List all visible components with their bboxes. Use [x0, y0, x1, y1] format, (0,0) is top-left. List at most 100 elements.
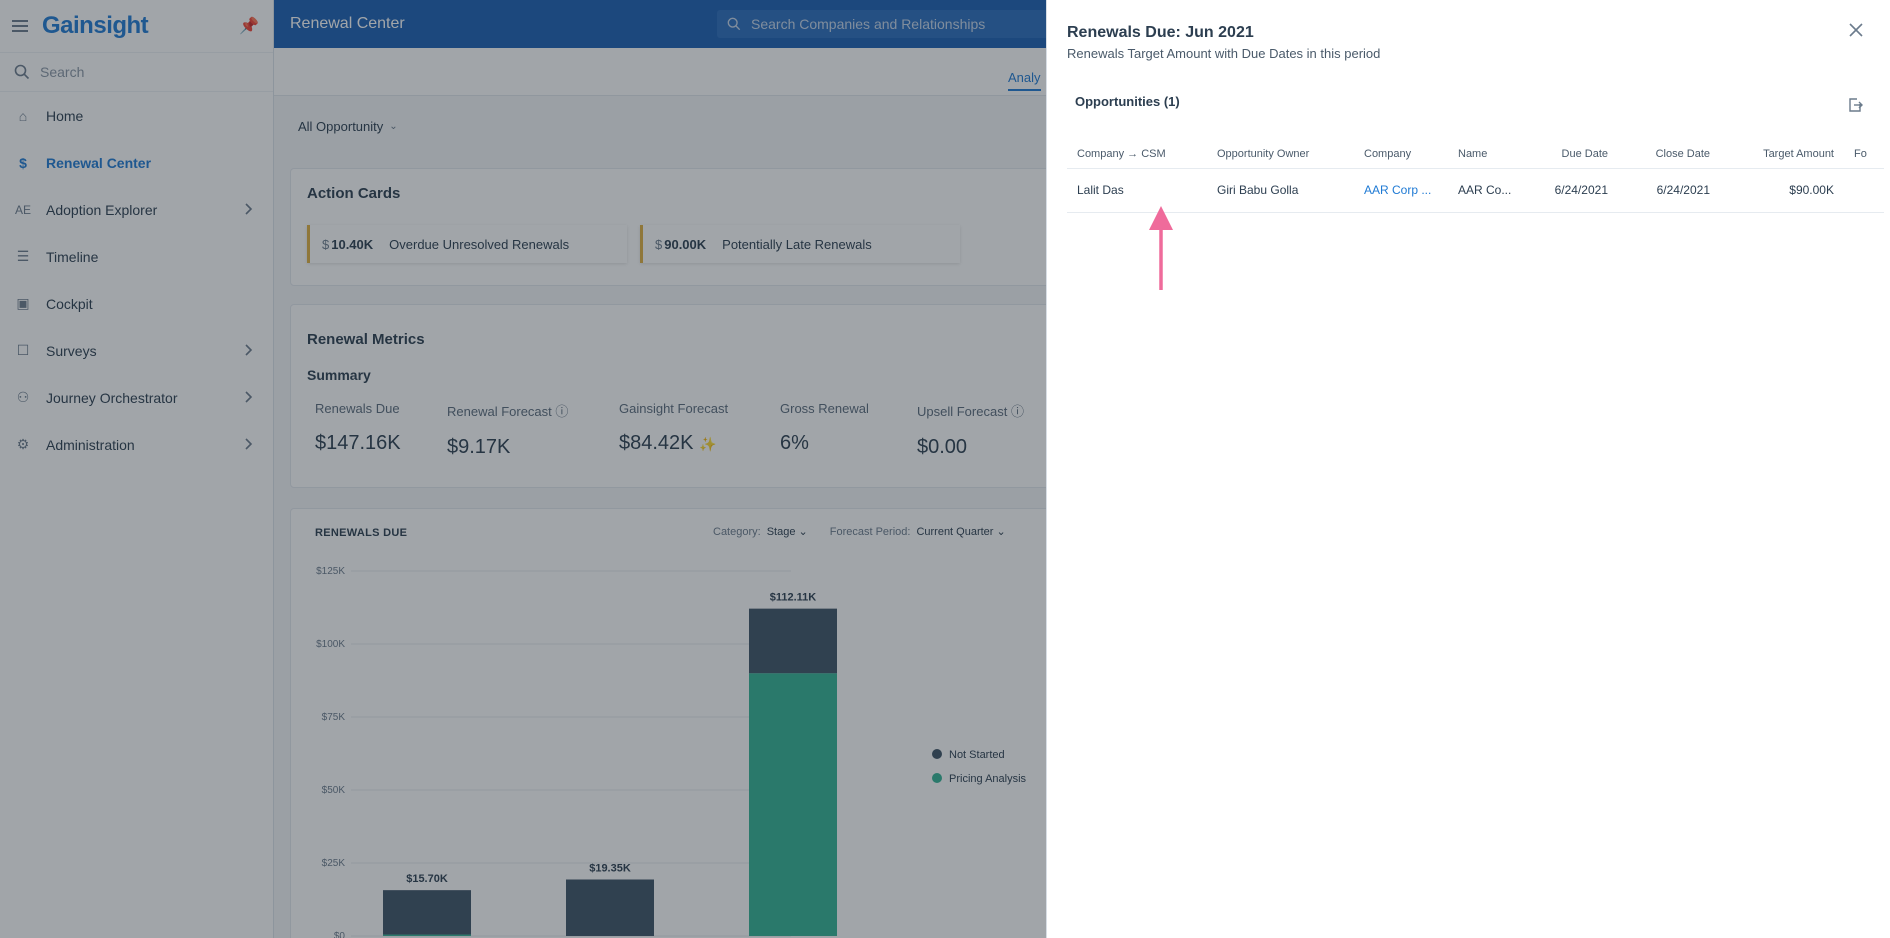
- logo: Gainsight: [42, 12, 149, 39]
- sidebar-item-timeline[interactable]: ☰ Timeline: [0, 233, 273, 280]
- drawer-title: Renewals Due: Jun 2021: [1067, 24, 1254, 41]
- table-cell: 6/24/2021: [1532, 168, 1618, 213]
- search-icon: [14, 64, 30, 80]
- ae-icon: AE: [14, 202, 31, 217]
- sidebar-item-cockpit[interactable]: ▣ Cockpit: [0, 280, 273, 327]
- y-tick-label: $125K: [316, 566, 345, 577]
- search-icon: [727, 17, 741, 31]
- amount-value: 90.00K: [664, 236, 707, 252]
- chevron-right-icon[interactable]: [241, 343, 255, 357]
- table-cell: [1844, 168, 1884, 213]
- sidebar: Gainsight 📌 Search ⌂ Home $ Renewal Center A…: [0, 0, 274, 938]
- forecast-period-value: Current Quarter: [916, 526, 994, 538]
- column-header[interactable]: Opportunity Owner: [1207, 140, 1354, 169]
- action-card[interactable]: $10.40K Overdue Unresolved Renewals: [307, 225, 627, 263]
- renewals-due-drawer: Renewals Due: Jun 2021 Renewals Target A…: [1046, 0, 1890, 938]
- pin-icon[interactable]: 📌: [239, 18, 259, 35]
- table-header-row: Company → CSM Opportunity Owner Company Nam…: [1067, 140, 1884, 169]
- table-row[interactable]: Lalit Das Giri Babu Golla AAR Corp ... AAR …: [1067, 168, 1884, 213]
- summary-title: Summary: [307, 367, 371, 383]
- metric-value: $147.16K: [315, 432, 401, 454]
- table-cell: 6/24/2021: [1618, 168, 1720, 213]
- sidebar-item-label: Timeline: [46, 248, 99, 265]
- sidebar-item-surveys[interactable]: ☐ Surveys: [0, 327, 273, 374]
- renewals-due-chart-panel: RENEWALS DUE Category: Stage ⌄ Forecast Pe…: [290, 508, 1090, 938]
- opportunities-table: Company → CSM Opportunity Owner Company Nam…: [1067, 140, 1884, 213]
- sidebar-item-label: Home: [46, 107, 84, 124]
- legend-marker: [932, 773, 942, 783]
- tab-analytics[interactable]: Analy: [1008, 70, 1041, 91]
- table-cell: AAR Co...: [1448, 168, 1532, 213]
- column-header[interactable]: Name: [1448, 140, 1532, 169]
- opportunities-heading: Opportunities (1): [1075, 94, 1180, 109]
- modal-overlay[interactable]: [0, 0, 1046, 938]
- close-icon[interactable]: [1848, 22, 1864, 38]
- action-card[interactable]: $90.00K Potentially Late Renewals: [640, 225, 960, 263]
- opportunities-count: (1): [1163, 94, 1180, 109]
- renewal-metrics-title: Renewal Metrics: [307, 331, 425, 348]
- table-cell: Giri Babu Golla: [1207, 168, 1354, 213]
- menu-icon[interactable]: [12, 20, 28, 32]
- action-cards-panel: Action Cards $10.40K Overdue Unresolved …: [290, 168, 1090, 286]
- sidebar-item-administration[interactable]: ⚙ Administration: [0, 421, 273, 468]
- export-icon[interactable]: [1846, 96, 1864, 114]
- timeline-icon: ☰: [16, 248, 30, 264]
- gear-icon: ⚙: [16, 436, 30, 452]
- currency-symbol: $: [655, 236, 663, 252]
- forecast-period-dropdown[interactable]: Current Quarter ⌄: [916, 526, 1006, 538]
- legend-label: Pricing Analysis: [949, 773, 1027, 785]
- column-header[interactable]: Due Date: [1532, 140, 1618, 169]
- column-header[interactable]: Close Date: [1618, 140, 1720, 169]
- amount-value: 10.40K: [331, 236, 374, 252]
- bar-segment: [749, 608, 837, 674]
- bar-segment: [566, 879, 654, 936]
- column-header[interactable]: Company: [1354, 140, 1448, 169]
- column-header[interactable]: Fo: [1844, 140, 1884, 169]
- sidebar-item-journey-orchestrator[interactable]: ⚇ Journey Orchestrator: [0, 374, 273, 421]
- action-card-amount: $90.00K: [655, 237, 706, 252]
- category-dropdown[interactable]: Stage ⌄: [766, 526, 808, 538]
- chevron-right-icon[interactable]: [241, 437, 255, 451]
- sidebar-item-label: Surveys: [46, 342, 97, 359]
- metric-gainsight-forecast: Gainsight Forecast $84.42K ✨: [619, 401, 728, 455]
- metric-renewal-forecast: Renewal Forecast ⓘ $9.17K: [447, 401, 568, 459]
- surveys-icon: ☐: [16, 342, 30, 358]
- home-icon: ⌂: [18, 107, 28, 124]
- y-tick-label: $0: [334, 931, 346, 938]
- column-header[interactable]: Target Amount: [1720, 140, 1844, 169]
- drawer-subtitle: Renewals Target Amount with Due Dates in…: [1067, 46, 1381, 61]
- sidebar-item-renewal-center[interactable]: $ Renewal Center: [0, 139, 273, 186]
- metric-label: Renewals Due: [315, 401, 400, 416]
- metric-value: $84.42K ✨: [619, 432, 728, 455]
- chevron-right-icon[interactable]: [241, 390, 255, 404]
- sidebar-header: Gainsight 📌: [0, 0, 273, 52]
- bar-total-label: $15.70K: [406, 873, 448, 885]
- chevron-down-icon[interactable]: ⌄: [389, 120, 398, 132]
- sidebar-search[interactable]: Search: [0, 52, 273, 92]
- info-icon[interactable]: ⓘ: [1010, 404, 1024, 419]
- metric-label: Renewal Forecast ⓘ: [447, 401, 568, 420]
- info-icon[interactable]: ⓘ: [555, 404, 569, 419]
- action-card-label: Potentially Late Renewals: [722, 236, 872, 252]
- chart-controls: Category: Stage ⌄ Forecast Period: Current …: [713, 525, 1028, 538]
- bar-total-label: $19.35K: [589, 862, 631, 874]
- legend-label: Not Started: [949, 749, 1005, 761]
- chevron-right-icon[interactable]: [241, 202, 255, 216]
- bar-segment: [383, 890, 471, 935]
- global-search-input[interactable]: Search Companies and Relationships: [717, 10, 1097, 38]
- opportunity-filter[interactable]: All Opportunity: [298, 118, 384, 134]
- y-tick-label: $25K: [322, 858, 346, 869]
- sidebar-item-label: Journey Orchestrator: [46, 389, 178, 406]
- column-header[interactable]: Company → CSM: [1067, 140, 1207, 169]
- opportunities-label: Opportunities: [1075, 94, 1161, 109]
- action-card-amount: $10.40K: [322, 237, 373, 252]
- sidebar-item-adoption-explorer[interactable]: AE Adoption Explorer: [0, 186, 273, 233]
- cockpit-icon: ▣: [16, 295, 30, 311]
- chart-title: RENEWALS DUE: [315, 527, 408, 539]
- y-tick-label: $50K: [322, 785, 346, 796]
- action-card-label: Overdue Unresolved Renewals: [389, 236, 570, 252]
- sidebar-item-home[interactable]: ⌂ Home: [0, 92, 273, 139]
- magic-wand-icon: ✨: [699, 436, 717, 452]
- table-cell[interactable]: AAR Corp ...: [1354, 168, 1448, 213]
- renewals-due-chart: $0 $25K $50K $75K $100K $125K $15.70K $19.35K $1…: [316, 566, 1027, 938]
